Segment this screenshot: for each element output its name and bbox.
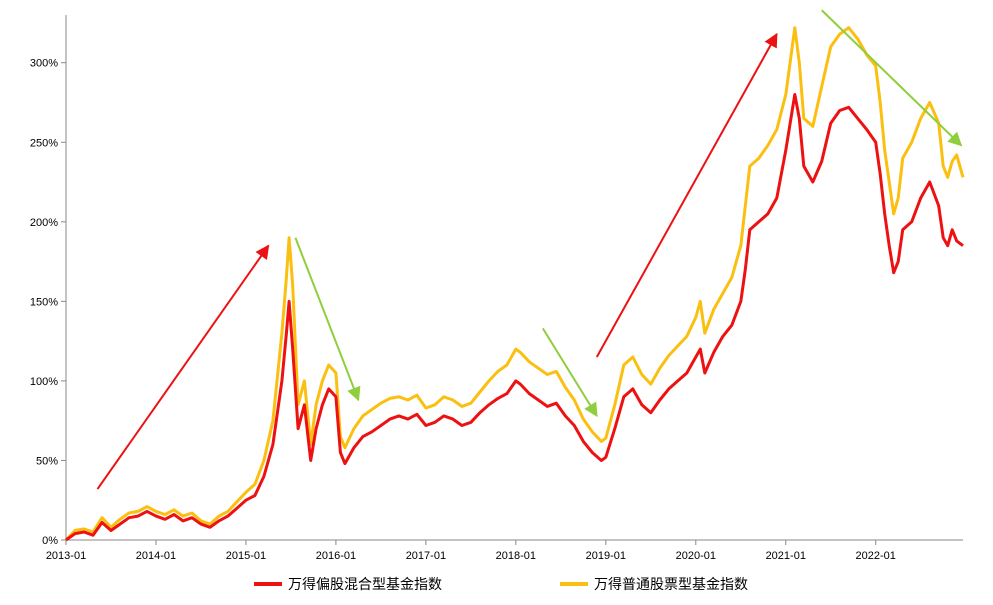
y-tick-label: 200% bbox=[30, 217, 58, 229]
legend-label: 万得偏股混合型基金指数 bbox=[288, 577, 442, 593]
legend-label: 万得普通股票型基金指数 bbox=[594, 577, 748, 593]
y-tick-label: 150% bbox=[30, 296, 58, 308]
x-tick-label: 2022-01 bbox=[856, 550, 896, 562]
annotation-layer bbox=[96, 9, 963, 490]
trend-arrow-up bbox=[595, 32, 778, 358]
trend-arrow-up bbox=[96, 244, 270, 490]
x-tick-label: 2018-01 bbox=[496, 550, 536, 562]
y-tick-label: 250% bbox=[30, 137, 58, 149]
x-tick-label: 2021-01 bbox=[766, 550, 806, 562]
trend-arrow-down bbox=[821, 9, 963, 147]
legend: 万得偏股混合型基金指数 万得普通股票型基金指数 bbox=[0, 574, 993, 598]
legend-item-mixed-fund: 万得偏股混合型基金指数 bbox=[254, 574, 442, 594]
x-tick-label: 2019-01 bbox=[586, 550, 626, 562]
x-axis: 2013-01 2014-01 2015-01 2016-01 2017-01 2018-… bbox=[46, 539, 963, 562]
x-tick-label: 2013-01 bbox=[46, 550, 86, 562]
legend-swatch-red bbox=[254, 582, 282, 586]
x-tick-label: 2017-01 bbox=[406, 550, 446, 562]
y-tick-label: 100% bbox=[30, 376, 58, 388]
trend-arrow-down bbox=[541, 327, 598, 418]
y-axis: 0% 50% 100% 150% 200% 250% 300% bbox=[30, 15, 67, 547]
legend-swatch-yellow bbox=[560, 582, 588, 586]
y-tick-label: 300% bbox=[30, 58, 58, 70]
trend-arrow-down bbox=[294, 237, 361, 402]
legend-item-stock-fund: 万得普通股票型基金指数 bbox=[560, 574, 748, 594]
x-tick-label: 2020-01 bbox=[676, 550, 716, 562]
series-line-stock-fund bbox=[64, 26, 965, 542]
x-tick-label: 2015-01 bbox=[226, 550, 266, 562]
y-tick-label: 50% bbox=[36, 455, 58, 467]
x-tick-label: 2016-01 bbox=[316, 550, 356, 562]
series-line-mixed-fund bbox=[65, 93, 964, 542]
y-tick-label: 0% bbox=[42, 535, 58, 547]
x-tick-label: 2014-01 bbox=[136, 550, 176, 562]
series-layer bbox=[64, 26, 965, 542]
